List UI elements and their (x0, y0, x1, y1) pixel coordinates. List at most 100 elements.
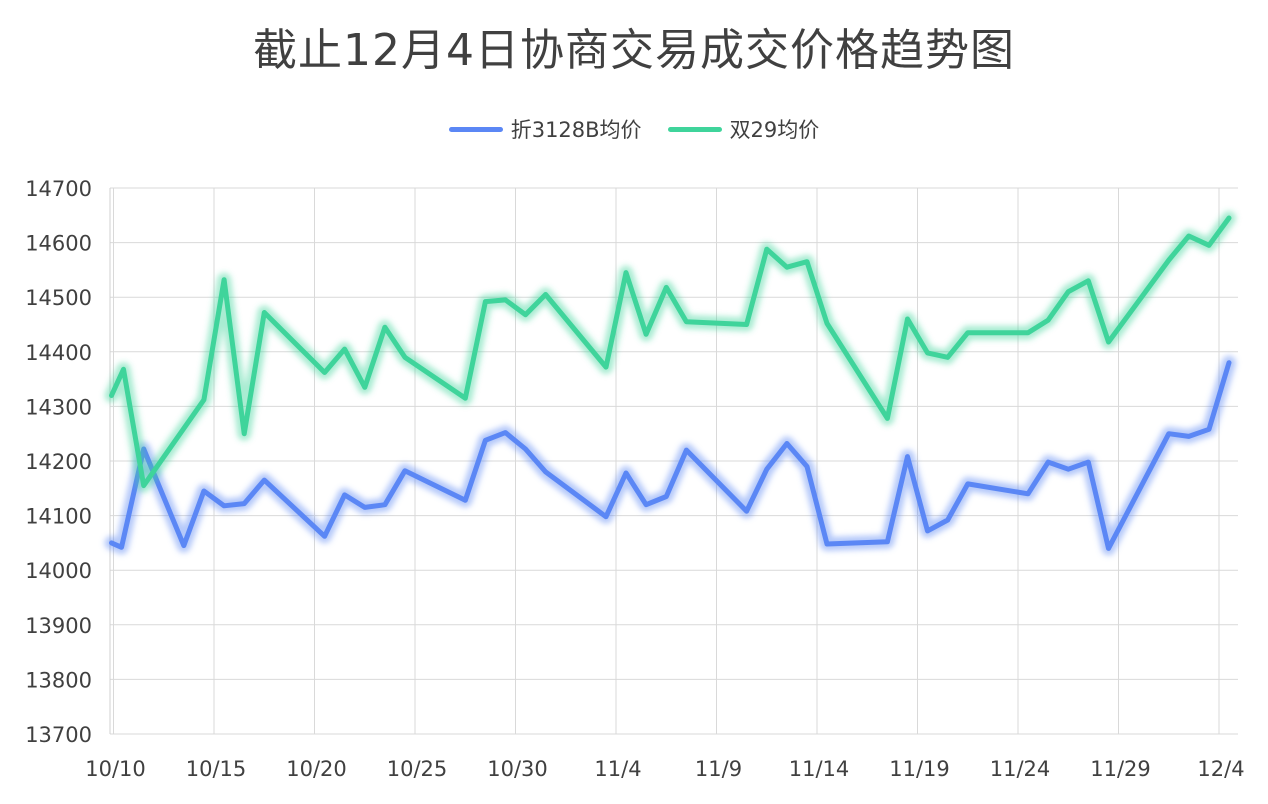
series-1-point[interactable] (664, 494, 669, 499)
series-2-point[interactable] (1166, 258, 1171, 263)
series-1-point[interactable] (262, 478, 267, 483)
series-1-point[interactable] (222, 503, 227, 508)
series-2-point[interactable] (242, 431, 247, 436)
series-2-point[interactable] (1046, 318, 1051, 323)
series-1-point[interactable] (362, 505, 367, 510)
series-1-point[interactable] (402, 468, 407, 473)
series-2-point[interactable] (1186, 234, 1191, 239)
series-2-point[interactable] (965, 330, 970, 335)
series-2-point[interactable] (804, 259, 809, 264)
series-1-point[interactable] (744, 509, 749, 514)
series-1-point[interactable] (603, 514, 608, 519)
series-2-point[interactable] (1106, 339, 1111, 344)
series-1-point[interactable] (784, 441, 789, 446)
series-2-point[interactable] (664, 285, 669, 290)
series-1-point[interactable] (825, 541, 830, 546)
series-2-point[interactable] (463, 396, 468, 401)
series-1-point[interactable] (119, 545, 124, 550)
x-tick-label: 12/4 (1197, 757, 1244, 781)
series-1-point[interactable] (905, 454, 910, 459)
series-2-point[interactable] (121, 367, 126, 372)
legend-item-series-1[interactable]: 折3128B均价 (448, 114, 642, 144)
x-tick-label: 10/20 (286, 757, 347, 781)
series-1-point[interactable] (885, 539, 890, 544)
series-2-point[interactable] (262, 310, 267, 315)
series-1-point[interactable] (1026, 491, 1031, 496)
series-2-point[interactable] (905, 317, 910, 322)
y-tick-label: 14000 (25, 559, 92, 583)
series-1-point[interactable] (543, 469, 548, 474)
series-2-point[interactable] (644, 332, 649, 337)
series-2-point[interactable] (603, 365, 608, 370)
y-tick-label: 14300 (25, 395, 92, 419)
y-axis: 13700 13800 13900 14000 14100 14200 14300 14400… (25, 177, 92, 747)
series-2-point[interactable] (109, 393, 114, 398)
series-2-point[interactable] (543, 292, 548, 297)
series-2-point[interactable] (382, 325, 387, 330)
series-1-point[interactable] (1227, 360, 1232, 365)
series-2-point[interactable] (342, 347, 347, 352)
series-1-point[interactable] (463, 498, 468, 503)
series-2-point[interactable] (744, 322, 749, 327)
series-2-point[interactable] (1066, 289, 1071, 294)
series-1-point[interactable] (804, 464, 809, 469)
series-2-point[interactable] (1227, 216, 1232, 221)
series-1-point[interactable] (109, 540, 114, 545)
y-tick-label: 13900 (25, 614, 92, 638)
x-axis: 10/10 10/15 10/20 10/25 10/30 11/4 11/9 11/14 11… (85, 757, 1244, 781)
series-1-point[interactable] (483, 438, 488, 443)
series-2-point[interactable] (885, 416, 890, 421)
legend-item-series-2[interactable]: 双29均价 (667, 114, 819, 144)
x-tick-label: 11/14 (789, 757, 850, 781)
series-2-point[interactable] (141, 483, 146, 488)
series-2-point[interactable] (503, 297, 508, 302)
series-1-point[interactable] (1046, 460, 1051, 465)
series-2-point[interactable] (624, 270, 629, 275)
series-2-point[interactable] (222, 277, 227, 282)
series-1-point[interactable] (945, 517, 950, 522)
series-2-point[interactable] (362, 385, 367, 390)
series-2-point[interactable] (201, 397, 206, 402)
series-1-point[interactable] (684, 448, 689, 453)
series-2-point[interactable] (825, 321, 830, 326)
series-1-point[interactable] (322, 534, 327, 539)
series-2-point[interactable] (784, 265, 789, 270)
y-tick-label: 14100 (25, 505, 92, 529)
series-2-point[interactable] (523, 312, 528, 317)
grid-layer (109, 187, 1238, 735)
series-2-point[interactable] (684, 319, 689, 324)
series-1-point[interactable] (342, 492, 347, 497)
series-1-point[interactable] (503, 430, 508, 435)
series-1-point[interactable] (201, 489, 206, 494)
series-1-point[interactable] (965, 481, 970, 486)
series-1-point[interactable] (925, 528, 930, 533)
series-1-point[interactable] (644, 502, 649, 507)
series-1-point[interactable] (242, 501, 247, 506)
series-2-point[interactable] (945, 355, 950, 360)
series-2-point[interactable] (483, 299, 488, 304)
series-1-line[interactable] (109, 360, 1232, 551)
series-1-point[interactable] (1066, 467, 1071, 472)
x-tick-label: 11/4 (594, 757, 641, 781)
series-layer (104, 211, 1236, 556)
series-1-point[interactable] (1086, 460, 1091, 465)
series-1-point[interactable] (624, 471, 629, 476)
chart-title: 截止12月4日协商交易成交价格趋势图 (253, 25, 1015, 76)
series-2-point[interactable] (1026, 330, 1031, 335)
series-1-point[interactable] (1206, 427, 1211, 432)
series-1-point[interactable] (523, 446, 528, 451)
series-1-point[interactable] (382, 502, 387, 507)
x-tick-label: 10/15 (186, 757, 247, 781)
series-1-point[interactable] (181, 543, 186, 548)
series-2-point[interactable] (402, 355, 407, 360)
series-1-point[interactable] (764, 467, 769, 472)
series-1-point[interactable] (1106, 546, 1111, 551)
series-1-point[interactable] (1166, 431, 1171, 436)
series-2-point[interactable] (1086, 278, 1091, 283)
series-1-point[interactable] (1186, 434, 1191, 439)
series-2-point[interactable] (925, 350, 930, 355)
series-2-point[interactable] (764, 247, 769, 252)
series-2-point[interactable] (1206, 243, 1211, 248)
series-2-point[interactable] (322, 370, 327, 375)
